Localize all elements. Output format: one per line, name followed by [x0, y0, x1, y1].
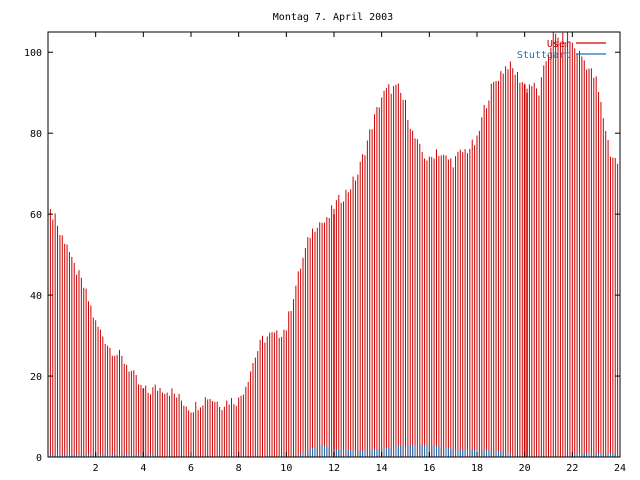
x-tick-label: 4	[140, 463, 146, 474]
y-tick-label: 100	[24, 48, 42, 59]
y-tick-label: 80	[30, 129, 42, 140]
x-tick-label: 24	[614, 463, 626, 474]
y-tick-label: 60	[30, 210, 42, 221]
legend-label-user: User	[547, 39, 571, 50]
chart-title: Montag 7. April 2003	[273, 12, 393, 23]
x-tick-label: 18	[471, 463, 483, 474]
series-user	[47, 32, 621, 457]
x-tick-label: 6	[188, 463, 194, 474]
y-tick-label: 40	[30, 291, 42, 302]
x-tick-label: 8	[236, 463, 242, 474]
x-tick-label: 14	[376, 463, 388, 474]
x-tick-label: 10	[280, 463, 292, 474]
y-tick-label: 0	[36, 453, 42, 464]
y-tick-label: 20	[30, 372, 42, 383]
x-tick-label: 16	[423, 463, 435, 474]
x-tick-label: 2	[93, 463, 99, 474]
legend-label-stuttgart: Stuttgart	[517, 50, 571, 61]
series-layer	[47, 32, 621, 457]
x-tick-label: 20	[519, 463, 531, 474]
x-tick-label: 22	[566, 463, 578, 474]
x-tick-label: 12	[328, 463, 340, 474]
